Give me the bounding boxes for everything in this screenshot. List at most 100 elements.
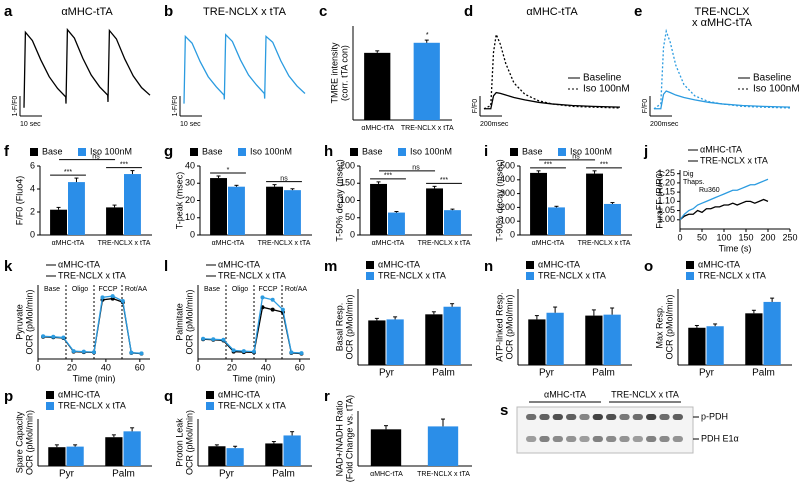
legend-swatch bbox=[30, 148, 38, 156]
blot-band bbox=[552, 436, 563, 442]
legend-swatch bbox=[366, 261, 374, 269]
legend-swatch bbox=[190, 148, 198, 156]
trace-line bbox=[183, 33, 306, 104]
bar bbox=[444, 210, 461, 235]
x-tick-label: αMHC-tTA bbox=[370, 471, 403, 478]
legend-label: Iso 100nM bbox=[570, 146, 612, 156]
legend-label: Base bbox=[362, 146, 383, 156]
chart-title: αMHC-tTA bbox=[526, 6, 578, 18]
x-tick-label: Palm bbox=[272, 469, 295, 480]
group-label: αMHC-tTA bbox=[544, 389, 586, 399]
x-tick-label: αMHC-tTA bbox=[212, 240, 245, 247]
y-axis-label: Pyruvate bbox=[14, 304, 24, 340]
annotation: Thaps. bbox=[683, 179, 704, 186]
y-axis-label: OCR (pMol/min) bbox=[184, 410, 194, 475]
x-tick-label: 250 bbox=[782, 232, 797, 242]
y-tick-label: 0 bbox=[190, 229, 195, 239]
x-tick-label: Palm bbox=[592, 368, 615, 379]
y-tick-label: 1.00 bbox=[657, 214, 675, 224]
data-point bbox=[71, 349, 76, 354]
significance: * bbox=[227, 167, 230, 174]
scale-y-label: 1-F/F0 bbox=[12, 96, 19, 117]
legend-label: TRE-NCLX x tTA bbox=[58, 270, 126, 280]
phase-label: FCCP bbox=[258, 286, 277, 293]
panel-letter: g bbox=[164, 143, 173, 160]
x-tick-label: TRE-NCLX x tTA bbox=[401, 125, 454, 132]
legend-swatch bbox=[78, 148, 86, 156]
legend-label: Iso 100nM bbox=[410, 146, 452, 156]
phase-label: Rot/AA bbox=[285, 286, 308, 293]
panel-letter: m bbox=[324, 258, 337, 275]
blot-band bbox=[672, 414, 683, 420]
y-tick-label: 200 bbox=[500, 202, 515, 212]
legend-label: αMHC-tTA bbox=[218, 259, 260, 269]
bar bbox=[388, 212, 405, 235]
y-tick-label: 150 bbox=[340, 178, 355, 188]
legend-label: Iso 100nM bbox=[583, 84, 630, 95]
blot-band bbox=[592, 436, 603, 442]
y-axis-label: (corr. tTA con) bbox=[339, 45, 349, 101]
data-point bbox=[201, 336, 206, 341]
bar bbox=[370, 429, 402, 466]
blot-band bbox=[526, 414, 537, 420]
legend-swatch bbox=[46, 402, 54, 410]
bar bbox=[413, 42, 440, 120]
bar bbox=[364, 52, 391, 120]
data-point bbox=[270, 307, 275, 312]
blot-band bbox=[646, 436, 657, 442]
x-tick-label: TRE-NCLX x tTA bbox=[578, 240, 631, 247]
significance: *** bbox=[544, 162, 552, 169]
significance: ns bbox=[412, 165, 420, 172]
y-axis-label: NAD+/NADH Ratio bbox=[334, 401, 344, 477]
panel-letter: f bbox=[4, 143, 10, 160]
legend-label: αMHC-tTA bbox=[378, 259, 420, 269]
blot-band bbox=[566, 436, 577, 442]
blot-band bbox=[579, 436, 590, 442]
y-axis-label: (Fold Change vs. tTA) bbox=[344, 395, 354, 482]
blot-band bbox=[632, 436, 643, 442]
legend-label: Iso 100nM bbox=[250, 146, 292, 156]
data-point bbox=[289, 350, 294, 355]
bar bbox=[228, 186, 245, 235]
x-tick-label: αMHC-tTA bbox=[52, 240, 85, 247]
data-point bbox=[299, 351, 304, 356]
x-axis-label: Time (s) bbox=[719, 243, 752, 253]
y-axis-label: OCR (pMol/min) bbox=[664, 294, 674, 359]
panel-letter: j bbox=[643, 143, 648, 160]
y-axis-label: F/F0 (Fluo4) bbox=[14, 176, 24, 226]
y-axis-label: T-50% decay (msec) bbox=[334, 159, 344, 242]
trace-line bbox=[483, 32, 621, 110]
bar bbox=[443, 306, 461, 365]
significance: *** bbox=[440, 177, 448, 184]
data-point bbox=[100, 295, 105, 300]
scale-x-label: 200msec bbox=[650, 121, 679, 128]
panel-letter: a bbox=[4, 3, 13, 20]
data-point bbox=[81, 349, 86, 354]
data-point bbox=[120, 299, 125, 304]
phase-label: Base bbox=[204, 286, 220, 293]
significance: * bbox=[426, 32, 429, 39]
legend-label: TRE-NCLX x tTA bbox=[698, 270, 766, 280]
chart-title: TRE-NCLX bbox=[694, 6, 750, 18]
x-tick-label: Palm bbox=[752, 368, 775, 379]
bar bbox=[585, 315, 603, 365]
legend-label: Baseline bbox=[583, 73, 622, 84]
bar bbox=[528, 319, 546, 365]
data-line bbox=[203, 296, 302, 354]
x-tick-label: Pyr bbox=[219, 469, 235, 480]
bar bbox=[368, 320, 386, 365]
trace-line bbox=[653, 28, 791, 110]
annotation: Dig bbox=[683, 171, 694, 178]
panel-letter: o bbox=[644, 258, 653, 275]
x-tick-label: 50 bbox=[697, 232, 707, 242]
data-point bbox=[211, 337, 216, 342]
data-point bbox=[221, 337, 226, 342]
x-tick-label: TRE-NCLX x tTA bbox=[98, 240, 151, 247]
y-axis-label: OCR (pMol/min) bbox=[184, 289, 194, 354]
bar bbox=[105, 437, 123, 466]
data-point bbox=[129, 350, 134, 355]
scale-y-label: F/F0 bbox=[472, 99, 479, 113]
phase-label: Oligo bbox=[232, 286, 248, 293]
x-tick-label: 40 bbox=[261, 362, 271, 372]
bar bbox=[50, 209, 67, 235]
